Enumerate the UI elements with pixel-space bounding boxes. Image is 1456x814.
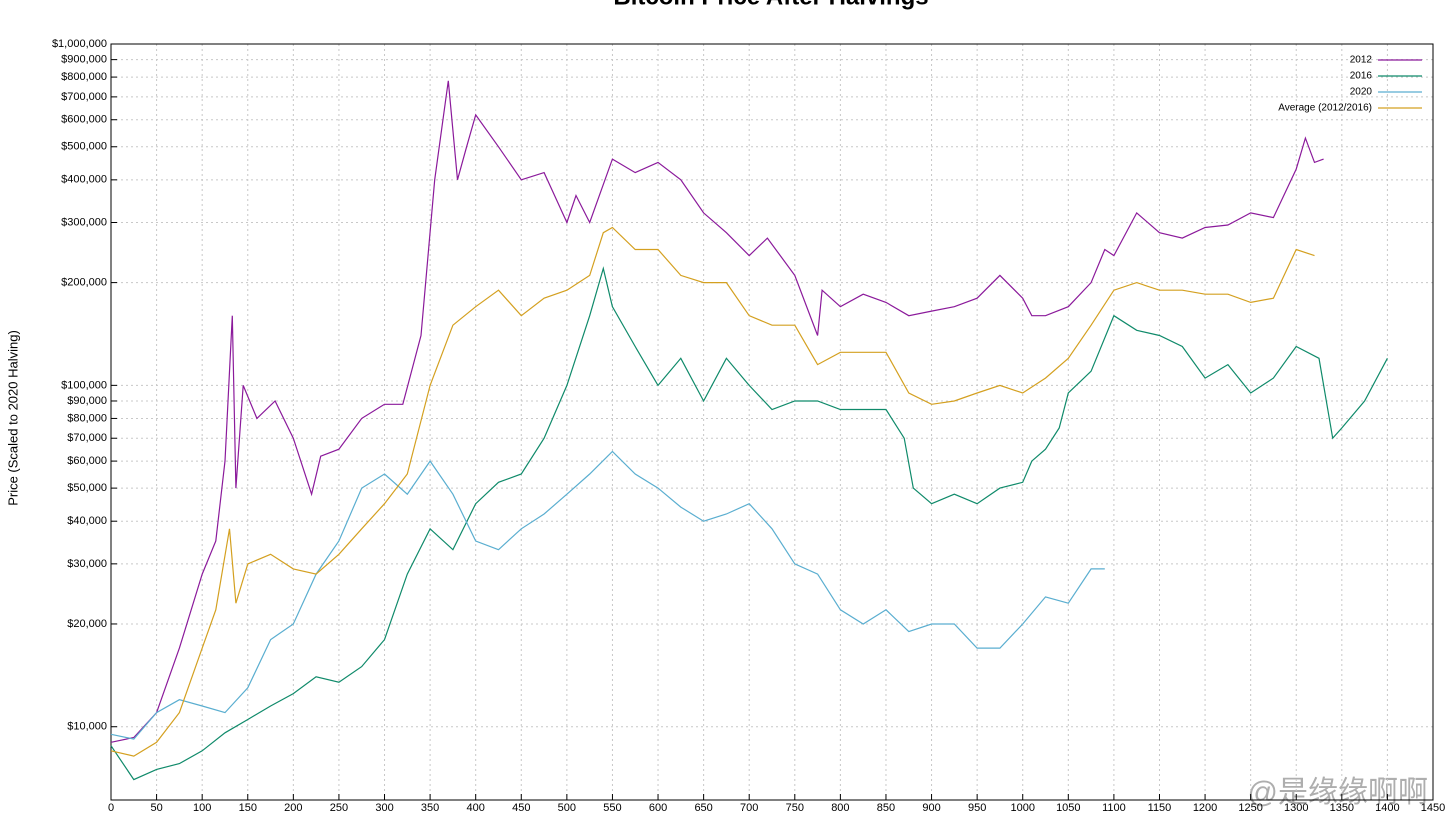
x-tick-label: 450 xyxy=(512,802,530,814)
x-tick-label: 300 xyxy=(375,802,393,814)
y-tick-label: $1,000,000 xyxy=(52,38,107,50)
watermark: @是缘缘啊啊 xyxy=(1248,776,1428,809)
legend-label: 2020 xyxy=(1350,87,1373,98)
y-tick-label: $100,000 xyxy=(61,379,107,391)
x-tick-label: 1400 xyxy=(1375,802,1399,814)
x-tick-label: 650 xyxy=(694,802,712,814)
y-tick-label: $500,000 xyxy=(61,141,107,153)
y-tick-label: $80,000 xyxy=(67,412,107,424)
y-tick-label: $800,000 xyxy=(61,71,107,83)
y-tick-label: $600,000 xyxy=(61,114,107,126)
x-tick-label: 100 xyxy=(193,802,211,814)
x-tick-label: 950 xyxy=(968,802,986,814)
x-tick-label: 1200 xyxy=(1193,802,1217,814)
x-tick-label: 1100 xyxy=(1102,802,1126,814)
x-tick-label: 1000 xyxy=(1010,802,1034,814)
y-tick-label: $30,000 xyxy=(67,558,107,570)
series-line xyxy=(110,266,1388,781)
x-tick-label: 150 xyxy=(239,802,257,814)
y-tick-label: $70,000 xyxy=(67,432,107,444)
y-tick-label: $700,000 xyxy=(61,91,107,103)
x-tick-label: 200 xyxy=(284,802,302,814)
x-tick-label: 50 xyxy=(150,802,162,814)
y-tick-label: $60,000 xyxy=(67,455,107,467)
x-tick-label: 1150 xyxy=(1148,802,1172,814)
plot-frame xyxy=(110,43,1434,801)
y-axis-label: Price (Scaled to 2020 Halving) xyxy=(5,330,20,506)
x-tick-label: 1050 xyxy=(1056,802,1080,814)
legend-label: Average (2012/2016) xyxy=(1278,103,1372,114)
y-tick-label: $900,000 xyxy=(61,54,107,66)
x-tick-label: 700 xyxy=(740,802,758,814)
y-tick-label: $200,000 xyxy=(61,277,107,289)
x-tick-label: 350 xyxy=(421,802,439,814)
x-tick-label: 900 xyxy=(922,802,940,814)
y-tick-label: $10,000 xyxy=(67,721,107,733)
x-tick-label: 400 xyxy=(467,802,485,814)
y-tick-label: $50,000 xyxy=(67,482,107,494)
x-tick-label: 1250 xyxy=(1238,802,1262,814)
legend-label: 2016 xyxy=(1350,71,1373,82)
x-tick-label: 550 xyxy=(603,802,621,814)
series-line xyxy=(110,226,1315,757)
x-tick-label: 1300 xyxy=(1284,802,1308,814)
x-tick-label: 800 xyxy=(831,802,849,814)
x-tick-label: 850 xyxy=(877,802,895,814)
y-tick-label: $20,000 xyxy=(67,618,107,630)
x-tick-label: 0 xyxy=(108,802,114,814)
series-line xyxy=(110,450,1105,740)
y-tick-label: $300,000 xyxy=(61,216,107,228)
y-tick-label: $40,000 xyxy=(67,515,107,527)
x-tick-label: 750 xyxy=(786,802,804,814)
series-line xyxy=(110,80,1324,743)
x-tick-label: 250 xyxy=(330,802,348,814)
x-tick-label: 1350 xyxy=(1330,802,1354,814)
chart-title: Bitcoin Price After Halvings xyxy=(613,0,928,10)
x-tick-label: 500 xyxy=(558,802,576,814)
y-tick-label: $400,000 xyxy=(61,174,107,186)
legend-label: 2012 xyxy=(1350,55,1373,66)
y-tick-label: $90,000 xyxy=(67,395,107,407)
x-tick-label: 600 xyxy=(649,802,667,814)
x-tick-label: 1450 xyxy=(1421,802,1445,814)
